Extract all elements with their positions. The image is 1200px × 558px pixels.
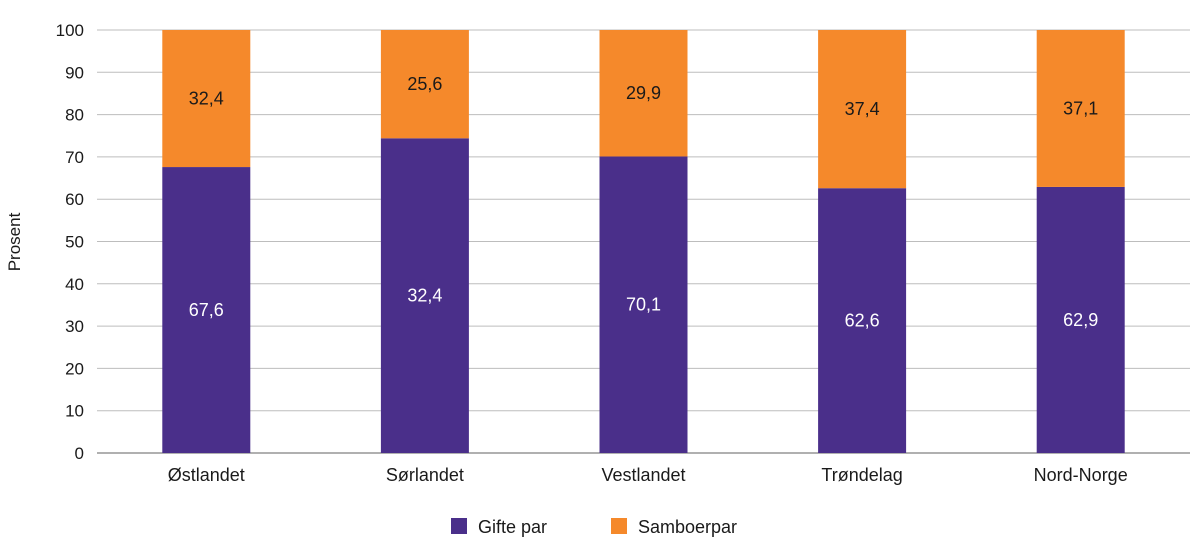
data-label: 70,1 [626,295,661,315]
bar-gifte-par [599,156,688,454]
y-tick-label: 80 [65,106,84,125]
bar-gifte-par [162,167,251,453]
data-label: 32,4 [189,89,224,109]
y-tick-label: 100 [56,21,84,40]
data-label: 37,1 [1063,98,1098,118]
data-label: 25,6 [407,74,442,94]
bar-samboerpar [599,30,688,157]
x-tick-label: Vestlandet [601,465,685,485]
bar-samboerpar [818,30,907,189]
legend-swatch [611,518,627,534]
y-tick-label: 90 [65,63,84,82]
legend-label: Samboerpar [638,517,737,537]
y-tick-label: 30 [65,317,84,336]
y-axis-label: Prosent [5,212,24,271]
x-tick-label: Østlandet [168,465,245,485]
data-label: 67,6 [189,300,224,320]
y-tick-label: 50 [65,233,84,252]
bar-samboerpar [380,30,469,139]
y-tick-label: 40 [65,275,84,294]
bar-samboerpar [1036,30,1125,187]
bar-gifte-par [818,188,907,453]
y-tick-label: 70 [65,148,84,167]
x-tick-label: Trøndelag [821,465,902,485]
bars: 67,6 32,4 32,4 25,6 70,1 29,9 62,6 37,4 62,9 37,1 [162,30,1125,454]
y-tick-label: 0 [75,444,84,463]
x-tick-label: Sørlandet [386,465,464,485]
legend: Gifte par Samboerpar [451,517,737,537]
y-axis: 0 10 20 30 40 50 60 70 80 90 100 [56,21,84,463]
bar-samboerpar [162,30,251,168]
x-axis: Østlandet Sørlandet Vestlandet Trøndelag Nor… [168,465,1128,485]
x-tick-label: Nord-Norge [1034,465,1128,485]
y-tick-label: 20 [65,359,84,378]
y-tick-label: 60 [65,190,84,209]
bar-gifte-par [1036,186,1125,454]
data-label: 29,9 [626,83,661,103]
data-label: 37,4 [845,99,880,119]
legend-swatch [451,518,467,534]
data-label: 62,6 [845,311,880,331]
data-label: 62,9 [1063,310,1098,330]
data-label: 32,4 [407,286,442,306]
y-tick-label: 10 [65,402,84,421]
legend-label: Gifte par [478,517,547,537]
bar-gifte-par [380,138,469,453]
